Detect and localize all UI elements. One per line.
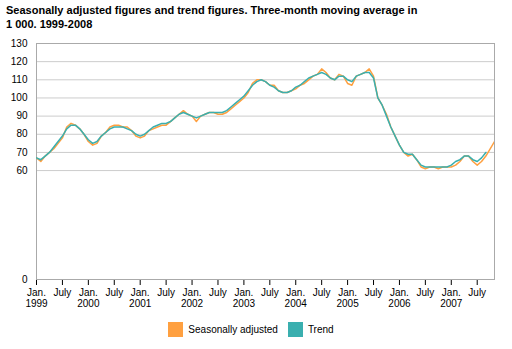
svg-text:80: 80	[16, 128, 28, 139]
svg-text:July: July	[209, 287, 227, 298]
svg-text:Jan.1999: Jan.1999	[25, 287, 48, 309]
svg-text:90: 90	[16, 110, 28, 121]
html-text:Seasonally adjusted: Seasonally adjusted	[188, 324, 278, 335]
svg-text:July: July	[416, 287, 434, 298]
svg-text:110: 110	[12, 74, 28, 85]
svg-text:100: 100	[11, 92, 28, 103]
html-text:Trend: Trend	[307, 324, 334, 335]
svg-text:July: July	[157, 287, 175, 298]
svg-text:60: 60	[16, 165, 28, 176]
svg-text:Jan.2007: Jan.2007	[440, 287, 463, 309]
svg-text:Jan.2004: Jan.2004	[285, 287, 308, 309]
svg-text:Jan.2002: Jan.2002	[181, 287, 204, 309]
svg-text:Jan.2000: Jan.2000	[77, 287, 100, 309]
svg-text:120: 120	[11, 56, 28, 67]
svg-text:Jan.2005: Jan.2005	[336, 287, 359, 309]
svg-text:Jan.2006: Jan.2006	[388, 287, 411, 309]
svg-text:July: July	[54, 287, 72, 298]
svg-text:Jan.2001: Jan.2001	[129, 287, 152, 309]
svg-text:July: July	[313, 287, 331, 298]
svg-text:0: 0	[22, 274, 28, 285]
svg-text:July: July	[261, 287, 279, 298]
svg-text:July: July	[468, 287, 486, 298]
svg-text:July: July	[365, 287, 383, 298]
svg-text:70: 70	[16, 147, 28, 158]
html-text:Seasonally adjusted figures an: Seasonally adjusted figures and trend fi…	[6, 4, 418, 30]
svg-text:Jan.2003: Jan.2003	[233, 287, 256, 309]
svg-text:130: 130	[11, 38, 28, 49]
svg-text:July: July	[105, 287, 123, 298]
